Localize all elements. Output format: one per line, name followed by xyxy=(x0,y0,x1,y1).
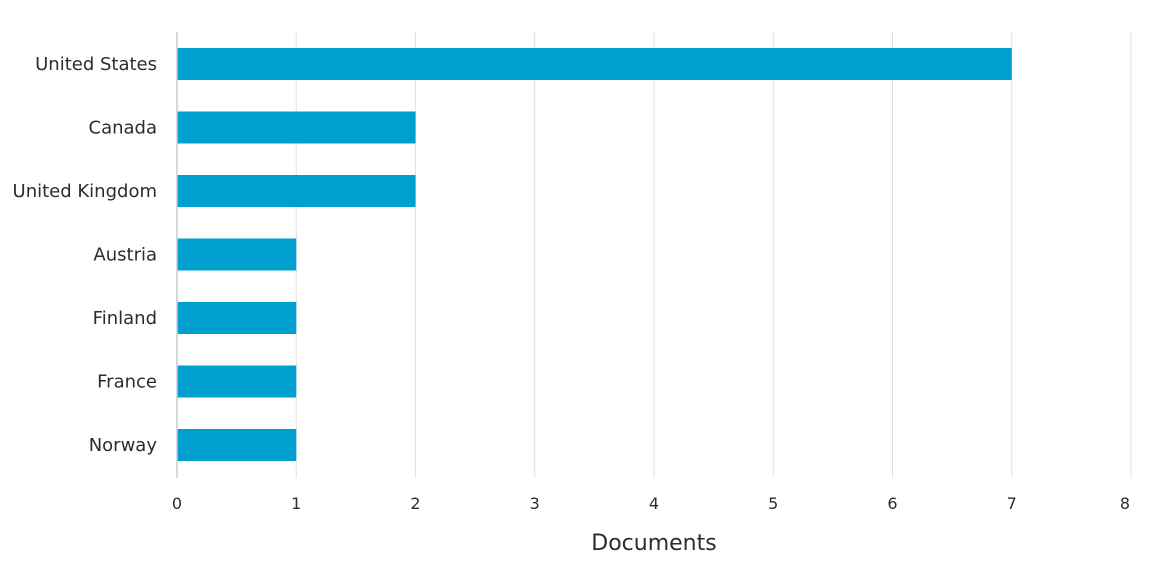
x-tick-label: 8 xyxy=(1120,494,1130,513)
category-label: United Kingdom xyxy=(13,181,157,202)
category-label: Canada xyxy=(89,118,158,139)
bar xyxy=(177,111,416,144)
bar xyxy=(177,238,297,271)
x-tick-label: 1 xyxy=(291,494,301,513)
gridlines xyxy=(295,32,1132,478)
bar xyxy=(177,365,297,398)
bar xyxy=(177,48,1012,80)
x-tick-label: 0 xyxy=(172,494,182,513)
x-tick-label: 3 xyxy=(530,494,540,513)
x-tick-label: 5 xyxy=(768,494,778,513)
bar xyxy=(177,302,297,334)
x-tick-label: 7 xyxy=(1007,494,1017,513)
x-tick-label: 6 xyxy=(887,494,897,513)
bars xyxy=(177,48,1012,461)
x-axis-title: Documents xyxy=(591,531,716,556)
category-label: Norway xyxy=(89,435,158,456)
category-label: France xyxy=(97,372,157,393)
bar xyxy=(177,429,297,461)
category-label: United States xyxy=(35,54,157,75)
category-labels: United States Canada United Kingdom Austria… xyxy=(13,54,158,456)
category-label: Finland xyxy=(93,308,157,329)
category-label: Austria xyxy=(93,245,157,266)
x-tick-labels: 0 1 2 3 4 5 6 7 8 xyxy=(172,494,1130,513)
x-tick-label: 2 xyxy=(410,494,420,513)
x-tick-label: 4 xyxy=(649,494,659,513)
bar xyxy=(177,175,416,207)
